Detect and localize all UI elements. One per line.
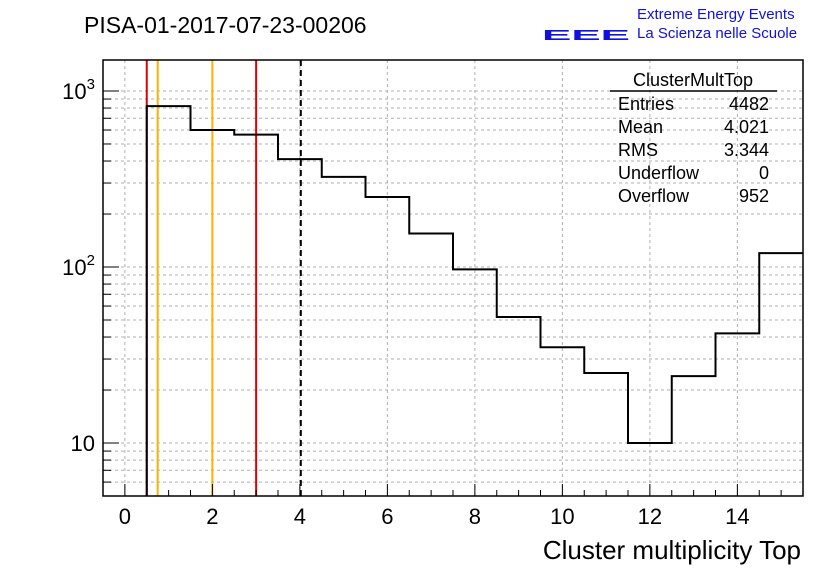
y-tick-label: 103: [62, 76, 95, 104]
run-title: PISA-01-2017-07-23-00206: [84, 12, 367, 38]
y-tick-label: 102: [62, 252, 95, 280]
stats-value: 0: [759, 163, 769, 183]
logo-line1: Extreme Energy Events: [637, 6, 795, 23]
x-tick-label: 10: [550, 504, 574, 529]
x-tick-label: 0: [119, 504, 131, 529]
stats-value: 4.021: [724, 117, 769, 137]
stats-value: 3.344: [724, 140, 769, 160]
stats-box: ClusterMultTop Entries 4482 Mean 4.021 RMS 3.…: [610, 70, 777, 206]
histogram-line: [145, 105, 803, 496]
x-axis: 0 2 4 6 8 10 12 14: [119, 484, 804, 529]
eee-logo: EEE Extreme Energy Events La Scienza nel…: [542, 6, 797, 44]
x-tick-label: 6: [381, 504, 393, 529]
marker-lines: [145, 60, 302, 496]
logo-line2: La Scienza nelle Scuole: [637, 25, 797, 42]
x-tick-label: 12: [638, 504, 662, 529]
x-tick-label: 4: [294, 504, 306, 529]
stats-value: 4482: [729, 94, 769, 114]
y-axis: 10 102 103: [62, 76, 119, 497]
grid: [103, 60, 803, 497]
plot-frame: [102, 59, 804, 497]
stats-title: ClusterMultTop: [633, 70, 753, 90]
x-tick-label: 2: [206, 504, 218, 529]
x-tick-label: 8: [469, 504, 481, 529]
x-axis-title: Cluster multiplicity Top: [543, 535, 801, 565]
x-tick-label: 14: [725, 504, 749, 529]
logo-mark: EEE: [542, 27, 630, 44]
stats-label: Mean: [618, 117, 663, 137]
stats-value: 952: [739, 186, 769, 206]
histogram: [145, 105, 803, 496]
y-tick-label: 10: [71, 431, 95, 456]
stats-label: Entries: [618, 94, 674, 114]
stats-label: Overflow: [618, 186, 690, 206]
stats-label: Underflow: [618, 163, 700, 183]
stats-label: RMS: [618, 140, 658, 160]
